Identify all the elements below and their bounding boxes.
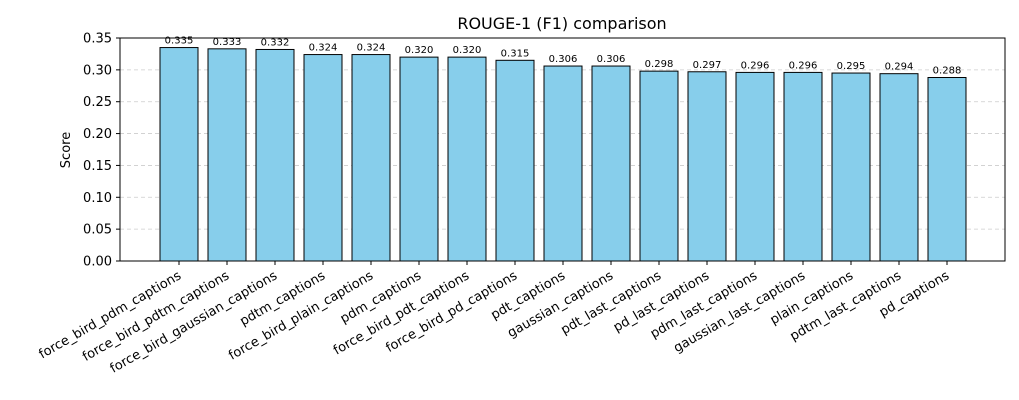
bar-value-label: 0.306: [549, 54, 578, 65]
y-axis-label: Score: [59, 132, 74, 168]
bar: [831, 72, 871, 262]
bar-value-label: 0.332: [261, 37, 290, 48]
y-tick-label: 0.05: [83, 223, 112, 238]
bar: [879, 73, 919, 262]
bar-value-label: 0.298: [645, 59, 674, 70]
bar: [687, 71, 727, 262]
bar-value-label: 0.320: [453, 45, 482, 56]
bar-value-label: 0.294: [885, 62, 914, 73]
x-axis-ticks: force_bird_pdm_captionsforce_bird_pdtm_c…: [36, 261, 952, 377]
bar: [783, 71, 823, 262]
bar: [303, 54, 343, 262]
value-labels: 0.335 0.333 0.332 0.324 0.324 0.320 0.320 0.315…: [165, 36, 962, 77]
bar: [255, 48, 295, 262]
bars: [159, 47, 967, 262]
bar-value-label: 0.333: [213, 37, 242, 48]
bar-value-label: 0.296: [789, 60, 818, 71]
bar: [639, 70, 679, 262]
bar: [735, 71, 775, 262]
bar: [399, 56, 439, 262]
bar: [159, 47, 199, 262]
bar-value-label: 0.288: [933, 66, 962, 77]
y-tick-label: 0.25: [83, 95, 112, 110]
bar-value-label: 0.315: [501, 48, 530, 59]
y-tick-label: 0.10: [83, 191, 112, 206]
y-tick-label: 0.35: [83, 32, 112, 47]
bar-value-label: 0.297: [693, 60, 722, 71]
bar-value-label: 0.320: [405, 45, 434, 56]
y-axis-ticks: 0.00 0.05 0.10 0.15 0.20 0.25 0.30 0.35: [83, 32, 120, 270]
bar: [927, 77, 967, 262]
y-tick-label: 0.00: [83, 255, 112, 270]
bar: [351, 54, 391, 262]
y-tick-label: 0.15: [83, 159, 112, 174]
bar: [543, 65, 583, 262]
y-tick-label: 0.30: [83, 63, 112, 78]
bar: [207, 48, 247, 262]
chart-title: ROUGE-1 (F1) comparison: [457, 14, 666, 33]
bar-value-label: 0.324: [357, 43, 386, 54]
bar: [447, 56, 487, 262]
bar-value-label: 0.296: [741, 60, 770, 71]
bar-value-label: 0.295: [837, 61, 866, 72]
bar: [495, 59, 535, 262]
bar-value-label: 0.324: [309, 43, 338, 54]
bar: [591, 65, 631, 262]
bar-value-label: 0.306: [597, 54, 626, 65]
y-tick-label: 0.20: [83, 127, 112, 142]
bar-value-label: 0.335: [165, 36, 194, 47]
